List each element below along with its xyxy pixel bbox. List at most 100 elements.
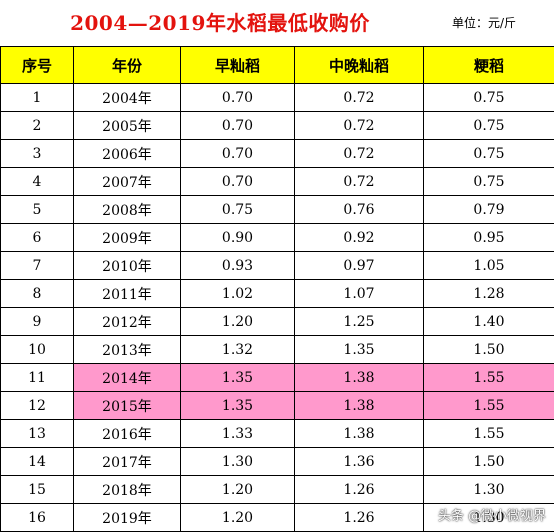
row-japonica: 0.79 [424,196,554,224]
row-early-indica: 0.90 [181,224,295,252]
row-no: 4 [1,168,74,196]
row-year: 2013年 [74,336,181,364]
row-japonica: 0.75 [424,84,554,112]
row-mid-late-indica: 0.72 [295,140,424,168]
row-early-indica: 1.35 [181,364,295,392]
row-year: 2019年 [74,504,181,532]
row-mid-late-indica: 1.25 [295,308,424,336]
row-year: 2006年 [74,140,181,168]
row-year: 2015年 [74,392,181,420]
row-early-indica: 0.70 [181,140,295,168]
row-early-indica: 1.33 [181,420,295,448]
row-early-indica: 1.35 [181,392,295,420]
row-year: 2008年 [74,196,181,224]
header-no: 序号 [1,47,74,84]
row-japonica: 1.05 [424,252,554,280]
row-early-indica: 0.93 [181,252,295,280]
row-japonica: 0.95 [424,224,554,252]
row-japonica: 1.30 [424,476,554,504]
header-year: 年份 [74,47,181,84]
row-japonica: 1.40 [424,308,554,336]
table-title: 2004—2019年水稻最低收购价 [0,0,440,46]
row-mid-late-indica: 0.72 [295,84,424,112]
row-no: 14 [1,448,74,476]
row-mid-late-indica: 1.07 [295,280,424,308]
row-early-indica: 0.75 [181,196,295,224]
row-japonica: 1.55 [424,420,554,448]
header-row: 序号 年份 早籼稻 中晚籼稻 粳稻 [1,47,554,84]
row-mid-late-indica: 0.76 [295,196,424,224]
row-mid-late-indica: 1.35 [295,336,424,364]
row-no: 8 [1,280,74,308]
row-mid-late-indica: 0.72 [295,112,424,140]
row-mid-late-indica: 0.97 [295,252,424,280]
row-year: 2017年 [74,448,181,476]
row-no: 12 [1,392,74,420]
row-early-indica: 0.70 [181,84,295,112]
unit-label: 单位：元/斤 [452,14,516,31]
row-year: 2012年 [74,308,181,336]
row-no: 1 [1,84,74,112]
row-year: 2005年 [74,112,181,140]
row-mid-late-indica: 1.38 [295,364,424,392]
row-japonica: 1.55 [424,392,554,420]
row-year: 2010年 [74,252,181,280]
row-mid-late-indica: 1.26 [295,476,424,504]
row-early-indica: 1.20 [181,308,295,336]
row-mid-late-indica: 1.26 [295,504,424,532]
row-early-indica: 1.20 [181,476,295,504]
header-japonica: 粳稻 [424,47,554,84]
row-no: 10 [1,336,74,364]
row-no: 3 [1,140,74,168]
row-mid-late-indica: 0.72 [295,168,424,196]
row-no: 6 [1,224,74,252]
row-no: 16 [1,504,74,532]
row-early-indica: 0.70 [181,112,295,140]
row-mid-late-indica: 1.38 [295,392,424,420]
row-year: 2004年 [74,84,181,112]
row-japonica: 0.75 [424,112,554,140]
row-no: 5 [1,196,74,224]
row-japonica: 1.28 [424,280,554,308]
row-japonica: 1.55 [424,364,554,392]
row-japonica: 1.50 [424,336,554,364]
row-year: 2007年 [74,168,181,196]
row-early-indica: 1.32 [181,336,295,364]
row-early-indica: 0.70 [181,168,295,196]
row-no: 11 [1,364,74,392]
row-mid-late-indica: 1.38 [295,420,424,448]
row-mid-late-indica: 0.92 [295,224,424,252]
header-early-indica: 早籼稻 [181,47,295,84]
watermark: 头条 @微小微视界 [438,505,546,524]
row-japonica: 0.75 [424,140,554,168]
row-japonica: 1.50 [424,448,554,476]
row-no: 15 [1,476,74,504]
row-year: 2018年 [74,476,181,504]
row-no: 2 [1,112,74,140]
row-year: 2009年 [74,224,181,252]
row-no: 9 [1,308,74,336]
row-japonica: 0.75 [424,168,554,196]
title-row: 2004—2019年水稻最低收购价 单位：元/斤 [0,0,554,47]
header-mid-late-indica: 中晚籼稻 [295,47,424,84]
row-early-indica: 1.20 [181,504,295,532]
row-early-indica: 1.30 [181,448,295,476]
row-year: 2016年 [74,420,181,448]
row-no: 13 [1,420,74,448]
